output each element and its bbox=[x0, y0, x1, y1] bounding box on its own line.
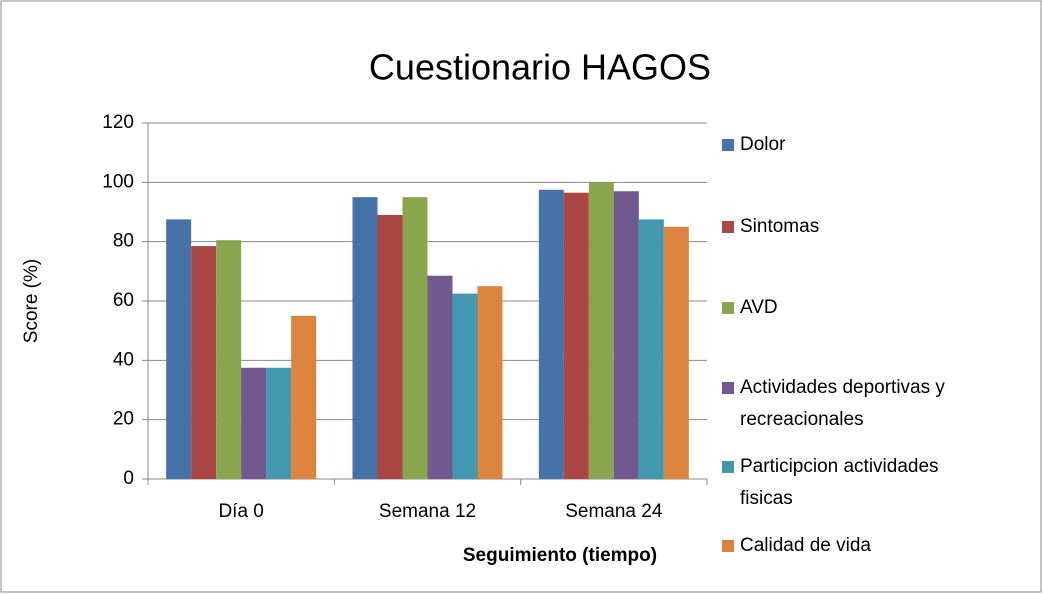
y-tick-label: 80 bbox=[113, 231, 134, 252]
x-tick-label: Semana 24 bbox=[565, 501, 663, 522]
legend-swatch bbox=[722, 221, 734, 233]
x-tick-label: Semana 12 bbox=[379, 501, 476, 522]
x-axis-title: Seguimiento (tiempo) bbox=[463, 545, 657, 566]
legend-swatch bbox=[722, 302, 734, 314]
x-tick-label: Día 0 bbox=[218, 501, 263, 522]
bar bbox=[563, 192, 589, 479]
legend-swatch bbox=[722, 382, 734, 394]
bar bbox=[538, 189, 564, 479]
legend-label: Dolor bbox=[740, 134, 786, 155]
bar bbox=[663, 226, 689, 479]
y-tick-label: 0 bbox=[123, 468, 134, 489]
bar bbox=[377, 214, 403, 479]
bar bbox=[291, 315, 317, 479]
bar bbox=[427, 275, 453, 479]
y-tick-label: 100 bbox=[102, 171, 134, 192]
legend-label: AVD bbox=[740, 297, 778, 318]
legend-label: Actividades deportivas y recreacionales bbox=[740, 377, 945, 430]
bar bbox=[216, 240, 242, 479]
bar bbox=[191, 246, 217, 479]
legend-label: Participcion actividades fisicas bbox=[740, 456, 939, 509]
y-tick-label: 120 bbox=[102, 112, 134, 133]
legend-swatch bbox=[722, 540, 734, 552]
bar bbox=[266, 367, 292, 479]
bar bbox=[638, 219, 664, 479]
y-tick-label: 20 bbox=[113, 409, 134, 430]
bar bbox=[452, 293, 478, 479]
bar bbox=[352, 197, 378, 479]
bar bbox=[477, 286, 503, 479]
bar bbox=[588, 182, 614, 480]
y-tick-label: 40 bbox=[113, 349, 134, 370]
legend-label: Calidad de vida bbox=[740, 535, 871, 556]
chart-title: Cuestionario HAGOS bbox=[369, 47, 711, 88]
bar bbox=[402, 197, 428, 479]
y-tick-label: 60 bbox=[113, 290, 134, 311]
legend-label: Sintomas bbox=[740, 216, 819, 237]
bar bbox=[166, 219, 192, 479]
y-axis-title: Score (%) bbox=[21, 259, 42, 343]
bar bbox=[241, 367, 267, 479]
legend-swatch bbox=[722, 461, 734, 473]
legend-swatch bbox=[722, 139, 734, 151]
bar bbox=[613, 191, 639, 479]
